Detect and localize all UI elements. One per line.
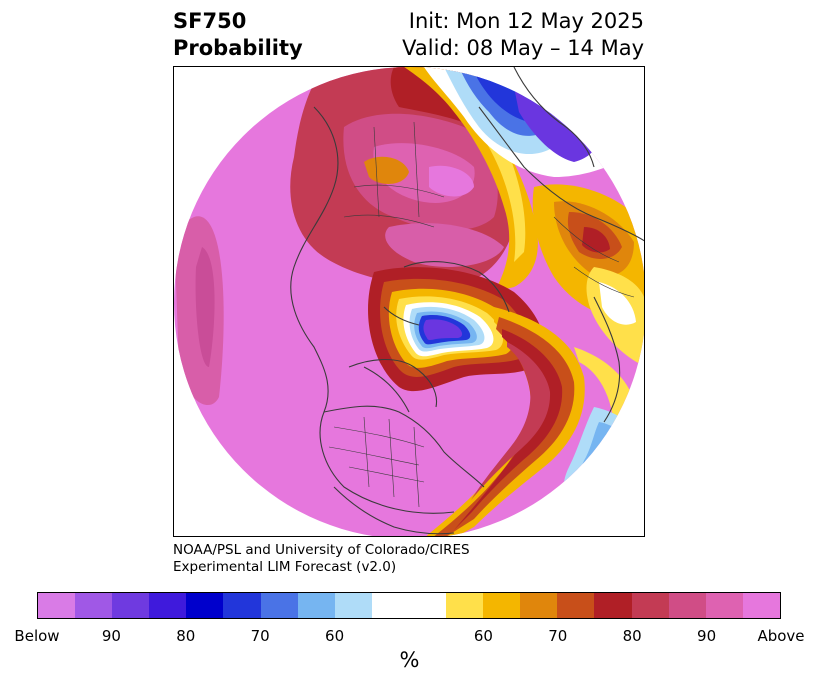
colorbar-tick-label: 60	[325, 627, 345, 645]
credit-line-2: Experimental LIM Forecast (v2.0)	[173, 559, 397, 575]
title-quantity: Probability	[173, 36, 303, 60]
colorbar-segment	[223, 593, 261, 618]
colorbar-segment	[334, 593, 372, 618]
colorbar-segment	[594, 593, 632, 618]
colorbar-segment	[742, 593, 780, 618]
valid-range: Valid: 08 May – 14 May	[402, 36, 644, 60]
probability-map	[174, 67, 644, 536]
plot-dates: Init: Mon 12 May 2025 Valid: 08 May – 14…	[402, 8, 644, 62]
colorbar-tick-label: 60	[473, 627, 493, 645]
colorbar-segment	[297, 593, 335, 618]
colorbar-tick-label: 70	[250, 627, 270, 645]
colorbar-segment	[483, 593, 521, 618]
colorbar-tick-label: Above	[757, 627, 805, 645]
colorbar-segment	[631, 593, 669, 618]
colorbar-segment	[112, 593, 150, 618]
colorbar-segment	[668, 593, 706, 618]
colorbar-segment	[371, 593, 447, 618]
colorbar-tick-label: 90	[697, 627, 717, 645]
colorbar-segment	[260, 593, 298, 618]
init-date: Init: Mon 12 May 2025	[408, 9, 644, 33]
borders	[328, 121, 635, 508]
plot-title: SF750 Probability	[173, 8, 303, 62]
colorbar-unit: %	[399, 648, 420, 672]
map-panel	[173, 66, 645, 537]
coastlines	[290, 67, 644, 535]
colorbar	[37, 592, 781, 619]
title-variable: SF750	[173, 9, 247, 33]
colorbar-tick-labels: Below 90 80 70 60 60 70 80 90 Above	[0, 627, 819, 647]
colorbar-segment	[705, 593, 743, 618]
colorbar-segment	[557, 593, 595, 618]
colorbar-segment	[520, 593, 558, 618]
colorbar-segment	[446, 593, 484, 618]
colorbar-segment	[38, 593, 76, 618]
colorbar-segment	[186, 593, 224, 618]
colorbar-tick-label: 80	[176, 627, 196, 645]
colorbar-tick-label: 80	[622, 627, 642, 645]
colorbar-tick-label: Below	[14, 627, 60, 645]
credit-text: NOAA/PSL and University of Colorado/CIRE…	[173, 542, 470, 576]
colorbar-segment	[149, 593, 187, 618]
colorbar-tick-label: 70	[548, 627, 568, 645]
credit-line-1: NOAA/PSL and University of Colorado/CIRE…	[173, 542, 470, 558]
colorbar-segment	[75, 593, 113, 618]
colorbar-tick-label: 90	[101, 627, 121, 645]
